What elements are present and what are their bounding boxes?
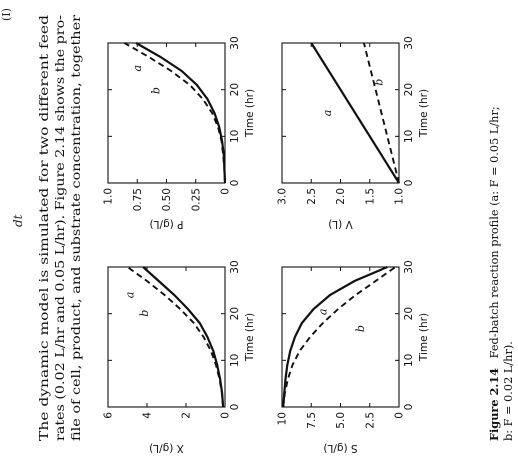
plot-frame — [107, 266, 226, 408]
top-corner-mark: (I) — [0, 8, 13, 21]
series-label-b: b — [373, 79, 386, 86]
x-tick-label: 20 — [229, 307, 241, 320]
x-axis-label: Time (hr) — [244, 89, 256, 138]
x-tick-label: 20 — [403, 307, 415, 320]
series-line-a — [310, 42, 400, 184]
panel-product-concentration: 0 10 20 30 0 0.25 0.50 0.75 1.0 Time (hr) P (g/L) a… — [103, 36, 257, 230]
x-tick-label: 20 — [229, 83, 241, 96]
y-tick-label: 7.5 — [306, 412, 318, 429]
series-line-b — [123, 42, 226, 184]
panel-cell-concentration: 0 10 20 30 0 2 4 6 Time (hr) X (g/L) a b — [103, 260, 257, 454]
y-tick-label: 6 — [103, 412, 115, 419]
y-tick-label: 4 — [142, 412, 154, 419]
x-tick-label: 0 — [229, 404, 241, 411]
paragraph-line-2: rates (0.02 L/hr and 0.05 L/hr). Figure … — [53, 15, 67, 441]
y-tick-label: 0.50 — [161, 188, 173, 211]
x-tick-label: 10 — [403, 130, 415, 143]
figure-caption-text-1: Fed-batch reaction profile (a: F = 0.05 … — [488, 106, 501, 358]
series-line-b — [362, 42, 400, 184]
x-tick-label: 0 — [403, 404, 415, 411]
figure-caption-line-2: b: F = 0.02 L/hr). — [502, 341, 515, 441]
series-label-a: a — [316, 309, 329, 316]
series-line-b — [282, 266, 397, 408]
series-label-b: b — [149, 87, 162, 94]
y-axis-label: V (L) — [328, 218, 353, 230]
y-tick-label: 2.0 — [335, 188, 347, 205]
x-tick-label: 0 — [403, 180, 415, 187]
x-tick-label: 10 — [229, 354, 241, 367]
x-tick-label: 30 — [403, 260, 415, 273]
panel-volume: 0 10 20 30 1.0 1.5 2.0 2.5 3.0 Time (hr) V (L) a b — [277, 36, 431, 230]
series-label-b: b — [354, 325, 367, 332]
figure-caption-label: Figure 2.14 — [487, 368, 501, 441]
y-tick-label: 0.75 — [132, 188, 144, 211]
x-axis-label: Time (hr) — [418, 89, 430, 138]
x-axis-label: Time (hr) — [418, 313, 430, 362]
series-line-b — [126, 266, 225, 408]
series-label-a: a — [124, 292, 137, 299]
paragraph-line-1: The dynamic model is simulated for two d… — [37, 15, 51, 441]
y-tick-label: 1.0 — [103, 188, 115, 205]
x-tick-label: 30 — [229, 260, 241, 273]
x-tick-label: 30 — [229, 36, 241, 49]
y-tick-label: 0.25 — [190, 188, 202, 211]
paragraph-line-3: file of cell, product, and substrate con… — [69, 15, 83, 441]
y-tick-label: 0 — [220, 412, 232, 419]
series-label-b: b — [138, 310, 151, 317]
series-label-a: a — [321, 110, 334, 117]
y-tick-label: 2.5 — [306, 188, 318, 205]
y-tick-label: 10 — [277, 412, 289, 425]
x-axis-label: Time (hr) — [244, 313, 256, 362]
y-tick-label: 3.0 — [277, 188, 289, 205]
x-tick-label: 0 — [229, 180, 241, 187]
series-line-a — [282, 265, 388, 408]
y-axis-label: S (g/L) — [323, 442, 357, 454]
x-tick-label: 30 — [403, 36, 415, 49]
series-label-a: a — [131, 65, 144, 72]
y-tick-label: 2 — [181, 412, 193, 419]
y-tick-label: 1.0 — [394, 188, 406, 205]
y-tick-label: 5.0 — [335, 412, 347, 429]
y-tick-label: 0 — [394, 412, 406, 419]
x-tick-label: 10 — [229, 130, 241, 143]
figure-caption-line-1: Figure 2.14 Fed-batch reaction profile (… — [487, 106, 501, 441]
y-tick-label: 2.5 — [364, 412, 376, 429]
y-tick-label: 0 — [220, 188, 232, 195]
x-tick-label: 20 — [403, 83, 415, 96]
plot-frame — [107, 42, 226, 184]
y-axis-label: X (g/L) — [149, 442, 184, 454]
y-tick-label: 1.5 — [364, 188, 376, 205]
y-axis-label: P (g/L) — [150, 218, 184, 230]
header-mark: dt — [11, 214, 25, 227]
x-tick-label: 10 — [403, 354, 415, 367]
